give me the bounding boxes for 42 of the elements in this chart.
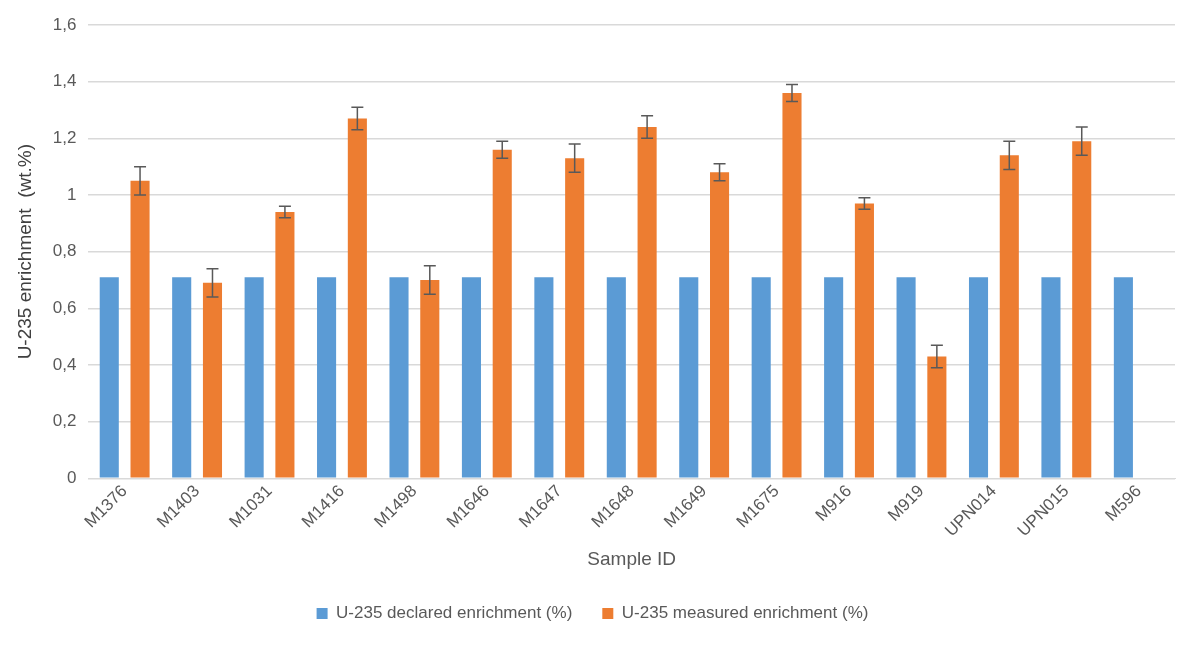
bar — [1041, 277, 1061, 478]
bar — [202, 282, 223, 478]
bar — [172, 277, 192, 478]
y-axis-title: U-235 enrichment (wt.%) — [13, 143, 35, 360]
bar — [317, 277, 337, 478]
bar — [896, 277, 916, 478]
bar — [1113, 277, 1133, 478]
bar — [534, 277, 554, 478]
bar — [244, 277, 264, 478]
bar — [854, 203, 874, 478]
y-tick-label: 1 — [66, 184, 77, 204]
y-tick-label: 1,2 — [52, 128, 77, 148]
bar — [389, 277, 409, 478]
bar — [824, 277, 844, 478]
bar — [565, 158, 585, 478]
bar — [99, 277, 119, 478]
bar — [347, 118, 367, 478]
bar — [420, 280, 440, 478]
legend-label: U-235 measured enrichment (%) — [621, 603, 869, 623]
bar — [679, 277, 699, 478]
bar — [461, 277, 481, 478]
y-tick-label: 1,6 — [52, 14, 77, 34]
y-tick-label: 0 — [66, 468, 77, 488]
bar — [782, 93, 802, 478]
bar — [751, 277, 771, 478]
legend-label: U-235 declared enrichment (%) — [336, 603, 573, 623]
y-tick-label: 0,2 — [52, 411, 77, 431]
bar — [606, 277, 626, 478]
bar — [710, 172, 730, 478]
bar — [275, 212, 295, 478]
bar — [130, 180, 150, 478]
bar — [637, 127, 657, 478]
y-tick-label: 0,4 — [52, 354, 77, 374]
x-axis-title: Sample ID — [587, 547, 677, 569]
y-tick-label: 0,8 — [52, 241, 77, 261]
bar — [1072, 141, 1092, 478]
bar — [999, 155, 1019, 478]
bar — [927, 356, 947, 478]
y-tick-label: 0,6 — [52, 298, 77, 318]
bar — [968, 277, 989, 478]
y-tick-label: 1,4 — [52, 71, 77, 91]
bar — [492, 149, 512, 478]
